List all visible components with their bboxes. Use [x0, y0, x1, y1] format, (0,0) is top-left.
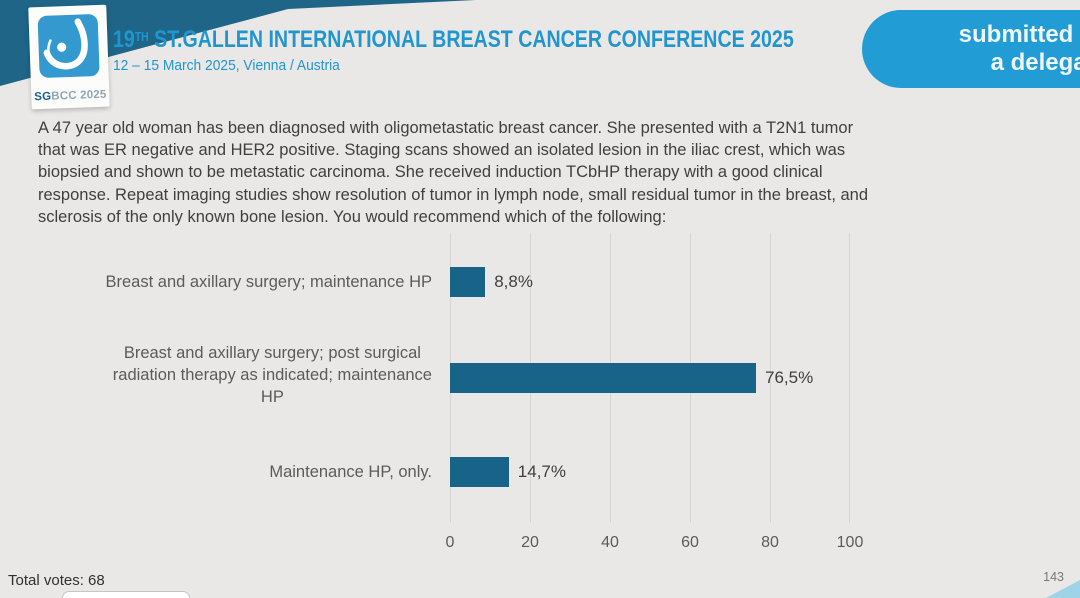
bar-option-2 — [450, 363, 756, 393]
bar-value-3: 14,7% — [517, 462, 566, 481]
partially-visible-box — [62, 591, 190, 598]
category-label-line: Breast and axillary surgery; maintenance… — [105, 273, 433, 291]
category-label-3: Maintenance HP, only. — [28, 457, 432, 487]
question-line: that was ER negative and HER2 positive. … — [38, 141, 846, 160]
teal-diagonal-band — [0, 0, 476, 86]
question-line: response. Repeat imaging studies show re… — [38, 185, 869, 204]
question-line: A 47 year old woman has been diagnosed w… — [38, 119, 854, 137]
category-label-1: Breast and axillary surgery; maintenance… — [28, 267, 433, 297]
bar-value-1: 8,8% — [494, 272, 533, 291]
logo-text-rest: BCC 2025 — [51, 88, 107, 103]
bar-row-1: 8,8% — [450, 267, 533, 297]
sgbcc-logo-card: SGBCC 2025 — [28, 4, 110, 110]
question-line: sclerosis of the only known bone lesion.… — [38, 207, 667, 226]
sgbcc-logo-text: SGBCC 2025 — [31, 89, 109, 104]
bar-value-2: 76,5% — [765, 368, 814, 387]
category-label-line: radiation therapy as indicated; maintena… — [112, 366, 432, 384]
slide-page-number: 143 — [1043, 570, 1064, 584]
category-label-line: HP — [260, 388, 284, 406]
conference-title: 19TH ST.GALLEN INTERNATIONAL BREAST CANC… — [113, 26, 794, 54]
x-tick: 0 — [445, 534, 455, 551]
bar-row-3: 14,7% — [450, 457, 566, 487]
conference-dates: 12 – 15 March 2025, Vienna / Austria — [113, 57, 340, 74]
x-tick: 60 — [681, 534, 699, 551]
badge-line-2: a delegate — [990, 49, 1080, 76]
bar-row-2: 76,5% — [450, 363, 813, 393]
category-label-line: Breast and axillary surgery; post surgic… — [123, 344, 421, 362]
gridline — [770, 233, 771, 523]
title-number: 19 — [113, 26, 135, 53]
x-tick: 20 — [521, 534, 539, 551]
x-axis: 0 20 40 60 80 100 — [446, 534, 864, 554]
submitted-by-badge: submitted by a delegate — [862, 10, 1080, 88]
total-votes-label: Total votes: 68 — [8, 572, 105, 589]
question-text: A 47 year old woman has been diagnosed w… — [38, 117, 1048, 228]
title-rest: ST.GALLEN INTERNATIONAL BREAST CANCER CO… — [148, 26, 794, 53]
title-ordinal: TH — [134, 29, 149, 44]
x-tick: 80 — [761, 534, 779, 551]
category-label-2: Breast and axillary surgery; post surgic… — [28, 341, 432, 409]
badge-line-1: submitted by — [958, 21, 1080, 48]
question-line: biopsied and shown to be metastatic carc… — [38, 163, 823, 182]
category-label-line: Maintenance HP, only. — [269, 463, 432, 481]
conference-header: 19TH ST.GALLEN INTERNATIONAL BREAST CANC… — [113, 26, 964, 74]
x-tick: 40 — [601, 534, 619, 551]
gridline — [849, 233, 850, 523]
bar-option-3 — [450, 457, 509, 487]
sgbcc-breast-logo-icon — [37, 13, 100, 79]
bar-option-1 — [450, 267, 486, 297]
x-tick: 100 — [836, 534, 864, 551]
logo-text-bold: SG — [34, 90, 52, 104]
